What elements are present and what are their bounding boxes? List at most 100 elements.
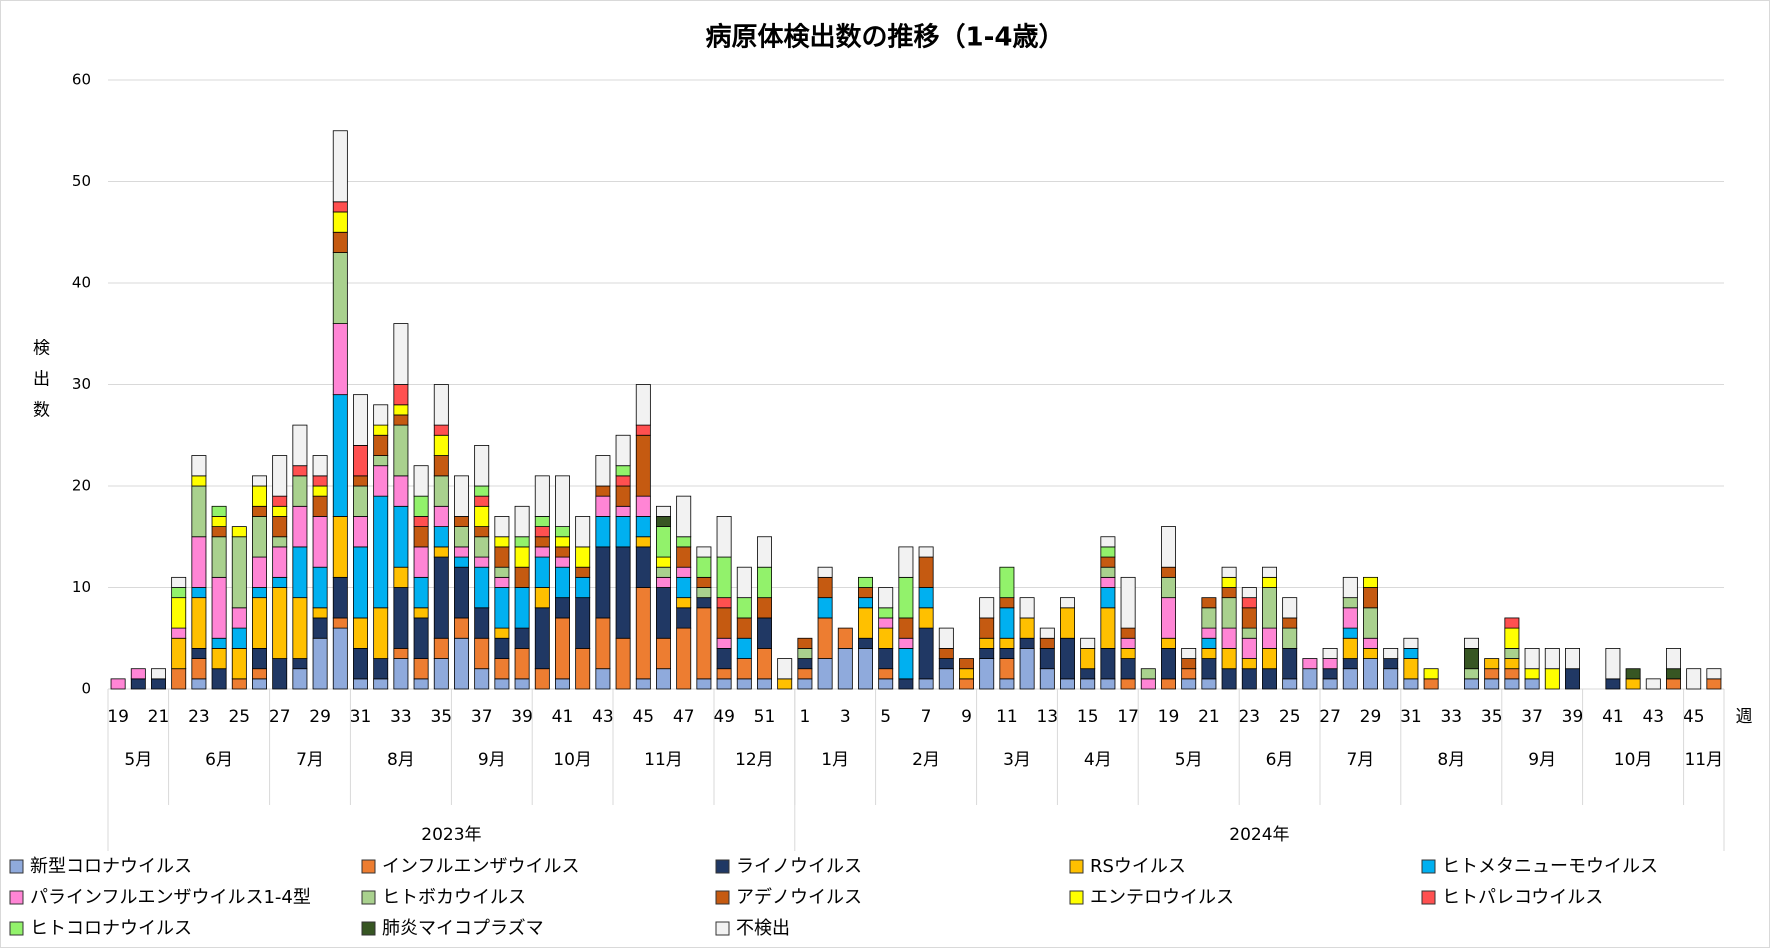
bar-segment [1241,627,1257,639]
bar-segment [635,546,651,588]
y-tick-label: 30 [72,375,91,393]
bar-segment [656,668,671,690]
bar-segment [332,130,348,203]
bar-segment [1342,597,1358,609]
bar-segment [1464,648,1479,670]
bar-segment [474,505,490,527]
x-tick-label: 19 [107,707,129,727]
bar-segment [938,648,954,659]
bar-segment [211,516,227,528]
y-tick-label: 40 [72,274,91,292]
bar-segment [1140,678,1156,690]
bar-segment [878,668,894,680]
bar-segment [211,526,227,538]
bar-segment [454,475,469,517]
bar-segment [1484,658,1500,670]
bar-segment [1504,668,1520,680]
bar-segment [433,556,449,639]
bar-segment [1019,597,1035,619]
bar-segment [373,658,389,680]
bar-segment [555,546,570,558]
bar-segment [332,516,348,578]
y-tick-label: 60 [72,71,91,89]
bar-segment [979,658,995,690]
bar-segment [1100,576,1116,588]
bar-segment [373,607,389,659]
bar-segment [797,658,813,670]
bar-segment [191,536,207,588]
bar-segment [231,607,247,629]
chart-title: 病原体検出数の推移（1-4歳） [706,23,1065,53]
bar-segment [1423,668,1439,680]
bar-segment [373,404,389,426]
bar-segment [1363,576,1378,588]
bar-segment [433,526,449,548]
bar-segment [1241,607,1257,629]
bar-segment [353,648,368,680]
bar-segment [1221,587,1237,599]
bar-segment [393,648,409,659]
bar-segment [1201,627,1217,639]
bar-segment [474,637,490,670]
bar-segment [211,505,227,517]
bar-segment [130,678,146,690]
bar-segment [292,465,308,477]
bar-segment [898,546,914,578]
bar-segment [716,516,732,558]
bar-segment [676,607,692,629]
bar-segment [433,658,449,690]
y-tick-label: 20 [72,477,91,495]
bar-segment [716,668,732,680]
bar-segment [494,637,510,659]
bar-segment [413,546,429,578]
bar-segment [353,475,368,487]
bar-segment [373,424,389,436]
bar-segment [615,485,631,507]
bar-segment [1504,617,1520,629]
bar-segment [494,627,510,639]
month-label: 8月 [387,750,415,770]
bar-segment [1120,648,1136,659]
bar-segment [1201,648,1217,659]
bar-segment [696,587,712,599]
bar-segment [171,587,187,599]
bar-segment [1342,668,1358,690]
bar-segment [332,576,348,619]
bar-segment [272,576,288,588]
x-tick-label: 47 [673,707,695,727]
bar-segment [1161,526,1176,568]
bar-segment [1403,658,1419,680]
bar-segment [918,627,934,680]
bar-segment [635,384,651,426]
month-label: 9月 [1528,750,1556,770]
bar-segment [1504,658,1520,670]
bar-segment [292,475,308,507]
bar-segment [959,658,974,670]
bar-segment [656,556,671,568]
bar-segment [696,597,712,609]
x-tick-label: 31 [1400,707,1422,727]
bar-segment [999,597,1015,609]
bar-segment [433,424,449,436]
x-tick-label: 41 [1602,707,1624,727]
bar-segment [1403,637,1419,649]
x-tick-label: 27 [1319,707,1341,727]
bar-segment [757,597,772,619]
x-tick-label: 19 [1158,707,1180,727]
bar-segment [211,648,227,670]
bar-segment [312,607,328,619]
bar-segment [433,546,449,558]
bar-segment [635,536,651,548]
legend-label: ヒトパレコウイルス [1442,887,1603,908]
bar-segment [534,556,550,588]
x-tick-label: 7 [921,707,932,727]
bar-segment [817,576,833,599]
bar-segment [898,678,914,690]
bar-segment [1262,566,1277,578]
bar-segment [595,668,611,690]
bar-segment [1241,637,1257,659]
x-tick-label: 43 [1642,707,1664,727]
bar-segment [474,485,490,497]
bar-segment [736,658,752,680]
bar-segment [191,597,207,649]
